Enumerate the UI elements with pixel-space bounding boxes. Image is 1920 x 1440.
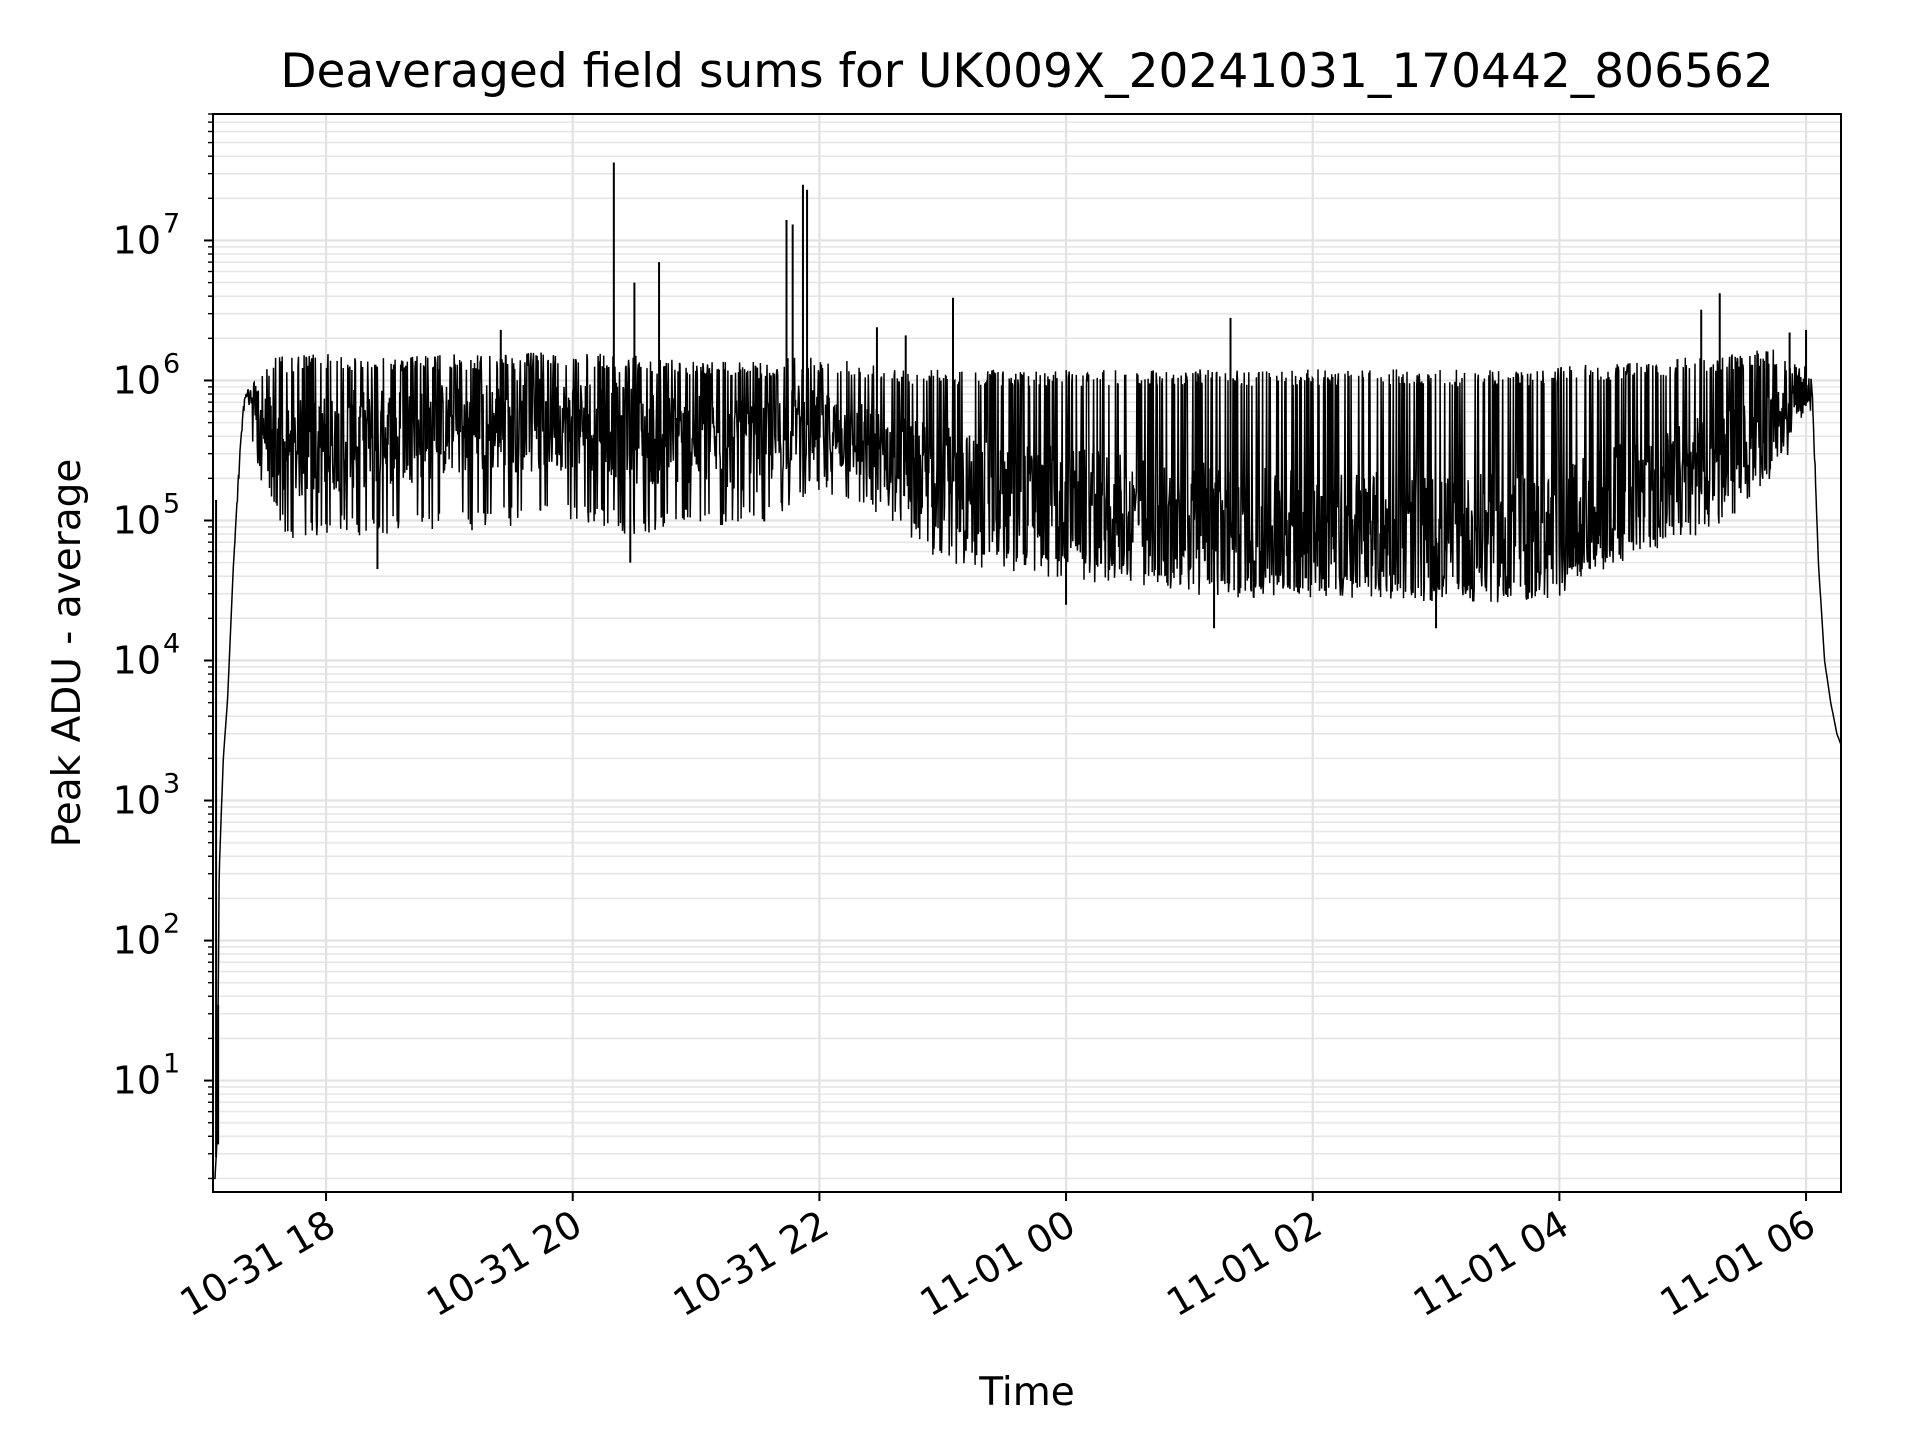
y-tick-exponent: 2 bbox=[163, 909, 180, 940]
y-axis-label: Peak ADU - average bbox=[45, 459, 90, 848]
y-tick-label: 10 bbox=[113, 1059, 161, 1103]
y-tick-exponent: 4 bbox=[163, 629, 180, 660]
y-tick-label: 10 bbox=[113, 919, 161, 963]
y-tick-label: 10 bbox=[113, 779, 161, 823]
series-line bbox=[213, 349, 1842, 1180]
y-tick-exponent: 7 bbox=[163, 208, 180, 239]
y-tick-label: 10 bbox=[113, 218, 161, 262]
plot-area bbox=[213, 114, 1841, 1192]
plot-frame bbox=[212, 113, 1842, 1193]
y-tick-label: 10 bbox=[113, 498, 161, 542]
y-tick-exponent: 6 bbox=[163, 348, 180, 379]
y-tick-exponent: 1 bbox=[163, 1049, 180, 1080]
ticks bbox=[204, 113, 1808, 1201]
y-tick-exponent: 3 bbox=[163, 769, 180, 800]
y-tick-label: 10 bbox=[113, 639, 161, 683]
series-group bbox=[213, 162, 1842, 1180]
x-axis-label: Time bbox=[978, 1370, 1074, 1415]
y-tick-label: 10 bbox=[113, 358, 161, 402]
y-tick-exponent: 5 bbox=[163, 488, 180, 519]
chart-title: Deaveraged field sums for UK009X_2024103… bbox=[280, 44, 1773, 99]
